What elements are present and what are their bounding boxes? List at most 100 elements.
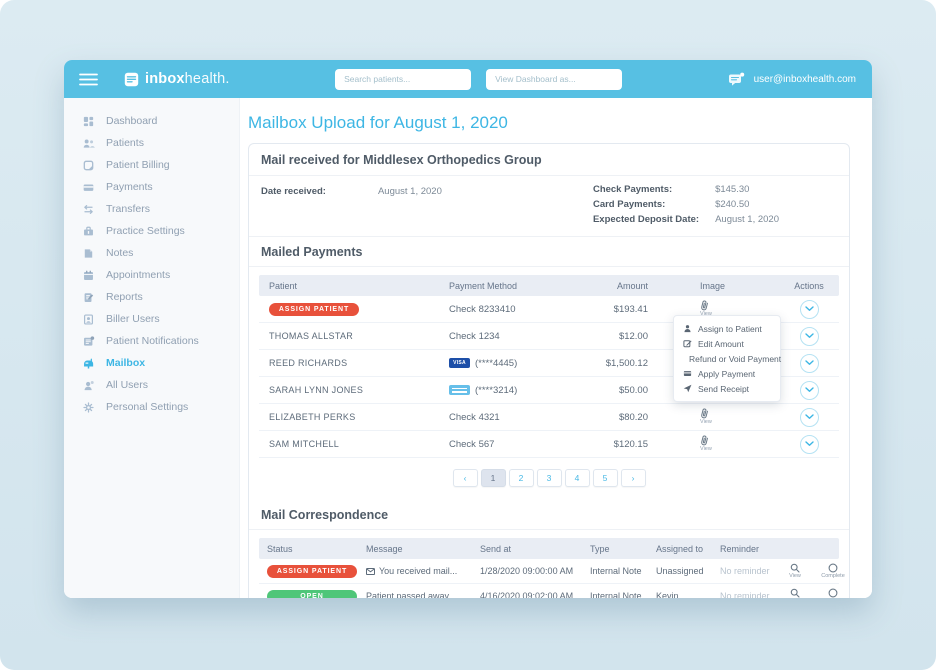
menu-item-refund-or-void[interactable]: Refund or Void Payment xyxy=(674,351,781,366)
page-title: Mailbox Upload for August 1, 2020 xyxy=(248,113,508,132)
sidebar-item-notes[interactable]: Notes xyxy=(64,242,239,264)
sidebar-item-mailbox[interactable]: Mailbox xyxy=(64,352,239,374)
all-users-icon xyxy=(84,380,94,390)
sidebar-item-appointments[interactable]: Appointments xyxy=(64,264,239,286)
personal-settings-icon xyxy=(83,401,94,413)
row-actions-button[interactable] xyxy=(799,407,819,427)
open-status-badge[interactable]: OPEN xyxy=(267,589,357,598)
row-actions-button[interactable] xyxy=(799,380,819,400)
magnifier-icon xyxy=(790,563,800,573)
patient-billing-icon xyxy=(83,160,94,170)
logo-text-light: health. xyxy=(184,71,230,87)
chevron-down-icon xyxy=(804,306,814,311)
pagination-page-1[interactable]: 1 xyxy=(480,469,506,487)
payment-actions-menu: Assign to Patient Edit Amount Refund or … xyxy=(673,315,781,402)
sidebar-item-reports[interactable]: Reports xyxy=(64,286,239,308)
credit-card-icon xyxy=(449,385,470,395)
card-payments-value: $240.50 xyxy=(715,199,750,210)
chevron-down-icon xyxy=(804,414,814,419)
view-button[interactable]: View xyxy=(780,588,810,598)
image-view-link[interactable]: View xyxy=(700,300,779,318)
send-receipt-icon xyxy=(683,384,692,393)
row-actions-button[interactable] xyxy=(799,326,819,346)
sidebar-item-dashboard[interactable]: Dashboard xyxy=(64,110,239,132)
complete-circle-icon xyxy=(828,563,838,573)
view-dashboard-as-input[interactable] xyxy=(486,68,623,90)
complete-button[interactable]: Complete xyxy=(818,563,848,580)
view-button[interactable]: View xyxy=(780,563,810,580)
menu-item-apply-payment[interactable]: Apply Payment xyxy=(674,366,780,381)
correspondence-row: OPEN Patient passed away 4/16/2020 09:02… xyxy=(259,584,839,598)
pagination: ‹ 1 2 3 4 5 › xyxy=(249,458,849,500)
logo-text-bold: inbox xyxy=(145,71,185,87)
inboxhealth-logo[interactable]: inboxhealth. xyxy=(124,71,230,87)
check-payments-label: Check Payments: xyxy=(592,184,673,195)
envelope-icon xyxy=(366,567,375,575)
mailbox-icon xyxy=(84,358,94,369)
sidebar-item-practice-settings[interactable]: Practice Settings xyxy=(64,220,239,242)
patients-icon xyxy=(83,139,95,148)
image-view-link[interactable]: View xyxy=(700,408,779,426)
payment-row: SARAH LYNN JONES (****3214) $50.00 View xyxy=(259,377,839,404)
payment-row: ASSIGN PATIENT Check 8233410 $193.41 Vie… xyxy=(259,296,839,323)
row-actions-button[interactable] xyxy=(799,353,819,373)
appointments-icon xyxy=(84,270,93,280)
card-payments-label: Card Payments: xyxy=(592,199,666,210)
pagination-page-4[interactable]: 4 xyxy=(564,469,590,487)
menu-item-assign-to-patient[interactable]: Assign to Patient xyxy=(674,321,780,336)
summary-section: Date received: August 1, 2020 Check Paym… xyxy=(249,176,849,237)
pagination-page-5[interactable]: 5 xyxy=(592,469,618,487)
biller-users-icon xyxy=(83,313,94,325)
mailed-payments-table: Patient Payment Method Amount Image Acti… xyxy=(249,267,849,458)
sidebar-item-patient-billing[interactable]: Patient Billing xyxy=(64,154,239,176)
visa-card-icon: VISA xyxy=(449,358,470,368)
reports-icon xyxy=(84,292,94,302)
pagination-page-3[interactable]: 3 xyxy=(536,469,562,487)
payment-row: SAM MITCHELL Check 567 $120.15 View xyxy=(259,431,839,458)
logo-icon xyxy=(124,72,139,86)
sidebar: Dashboard Patients Patient Billing Payme… xyxy=(64,98,240,598)
pagination-next-button[interactable]: › xyxy=(620,469,646,487)
row-actions-button[interactable] xyxy=(799,299,819,319)
sidebar-item-patient-notifications[interactable]: Patient Notifications xyxy=(64,330,239,352)
payment-row: REED RICHARDS VISA(****4445) $1,500.12 V… xyxy=(259,350,839,377)
notes-icon xyxy=(84,248,93,258)
user-email[interactable]: user@inboxhealth.com xyxy=(753,73,857,85)
hamburger-menu-icon[interactable] xyxy=(79,73,98,86)
sidebar-item-all-users[interactable]: All Users xyxy=(64,374,239,396)
menu-item-send-receipt[interactable]: Send Receipt xyxy=(674,381,780,396)
row-actions-button[interactable] xyxy=(799,434,819,454)
search-patients-input[interactable] xyxy=(335,68,472,90)
complete-button[interactable]: Complete xyxy=(818,588,848,598)
sidebar-item-biller-users[interactable]: Biller Users xyxy=(64,308,239,330)
sidebar-item-patients[interactable]: Patients xyxy=(64,132,239,154)
pagination-prev-button[interactable]: ‹ xyxy=(452,469,478,487)
payments-table-header: Patient Payment Method Amount Image Acti… xyxy=(259,275,839,296)
date-received-label: Date received: xyxy=(261,186,326,197)
expected-deposit-date-label: Expected Deposit Date: xyxy=(592,214,700,225)
sidebar-item-personal-settings[interactable]: Personal Settings xyxy=(64,396,239,418)
menu-item-edit-amount[interactable]: Edit Amount xyxy=(674,336,780,351)
assign-patient-badge[interactable]: ASSIGN PATIENT xyxy=(269,302,359,316)
main-content: Mailbox Upload for August 1, 2020 Mail r… xyxy=(240,98,872,598)
paperclip-icon xyxy=(701,300,708,311)
paperclip-icon xyxy=(701,408,708,419)
mailed-payments-title: Mailed Payments xyxy=(249,237,849,267)
expected-deposit-date-value: August 1, 2020 xyxy=(715,214,779,225)
assign-patient-badge[interactable]: ASSIGN PATIENT xyxy=(267,564,357,578)
practice-settings-icon xyxy=(84,226,93,235)
top-bar: inboxhealth. user@inboxhealth.com xyxy=(64,60,872,98)
paperclip-icon xyxy=(701,435,708,446)
sidebar-item-payments[interactable]: Payments xyxy=(64,176,239,198)
pagination-page-2[interactable]: 2 xyxy=(508,469,534,487)
correspondence-row: ASSIGN PATIENT You received mail... 1/28… xyxy=(259,559,845,584)
check-payments-value: $145.30 xyxy=(715,184,750,195)
magnifier-icon xyxy=(790,588,800,598)
sidebar-item-transfers[interactable]: Transfers xyxy=(64,198,239,220)
mail-correspondence-table: Status Message Send at Type Assigned to … xyxy=(249,530,849,598)
apply-payment-icon xyxy=(683,371,692,377)
chat-notification-icon[interactable] xyxy=(728,72,745,87)
card-header: Mail received for Middlesex Orthopedics … xyxy=(249,144,849,176)
image-view-link[interactable]: View xyxy=(700,435,779,453)
